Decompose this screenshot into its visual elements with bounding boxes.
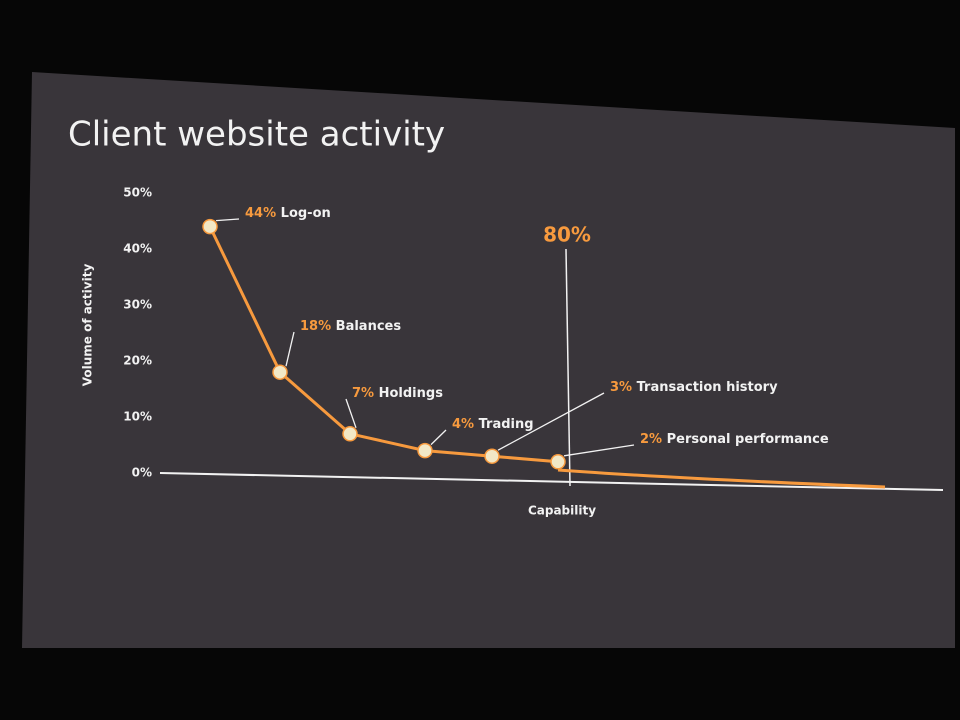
marker-line: [565, 248, 571, 487]
data-label: 18% Balances: [300, 319, 401, 334]
value-label: 44%: [245, 206, 276, 221]
y-tick-label: 40%: [123, 242, 152, 256]
data-label: 7% Holdings: [352, 386, 443, 401]
leader-line: [345, 398, 357, 429]
slide: [22, 72, 955, 648]
point: [272, 364, 288, 380]
category-label: Trading: [479, 417, 534, 432]
y-tick-label: 0%: [132, 466, 152, 480]
x-axis-label: Capability: [528, 504, 596, 518]
point: [202, 218, 218, 235]
point: [342, 426, 358, 442]
category-label: Transaction history: [637, 380, 778, 395]
data-label: 44% Log-on: [245, 206, 331, 221]
chart-title: Client website activity: [68, 115, 445, 155]
data-label: 3% Transaction history: [610, 380, 778, 395]
y-tick-label: 10%: [123, 410, 152, 424]
line: [208, 225, 559, 464]
category-label: Holdings: [379, 386, 444, 401]
point: [417, 442, 433, 459]
y-axis-label: Volume of activity: [81, 264, 95, 387]
value-label: 2%: [640, 432, 662, 447]
marker-label: 80%: [543, 223, 591, 247]
x-axis: [159, 472, 944, 491]
leader-line: [563, 444, 635, 457]
point: [484, 448, 500, 464]
data-label: 4% Trading: [452, 417, 534, 432]
y-tick-label: 50%: [123, 186, 152, 200]
category-label: Log-on: [281, 206, 331, 221]
value-label: 18%: [300, 319, 331, 334]
value-label: 4%: [452, 417, 474, 432]
y-tick-label: 20%: [123, 354, 152, 368]
point: [550, 454, 566, 470]
value-label: 3%: [610, 380, 632, 395]
leader-line: [215, 218, 240, 222]
category-label: Balances: [336, 319, 402, 334]
y-tick-label: 30%: [123, 298, 152, 312]
curve-tail: [557, 468, 886, 489]
data-label: 2% Personal performance: [640, 432, 829, 447]
category-label: Personal performance: [667, 432, 829, 447]
leader-line: [285, 331, 295, 367]
leader-line: [497, 392, 605, 451]
leader-line: [430, 429, 447, 446]
value-label: 7%: [352, 386, 374, 401]
